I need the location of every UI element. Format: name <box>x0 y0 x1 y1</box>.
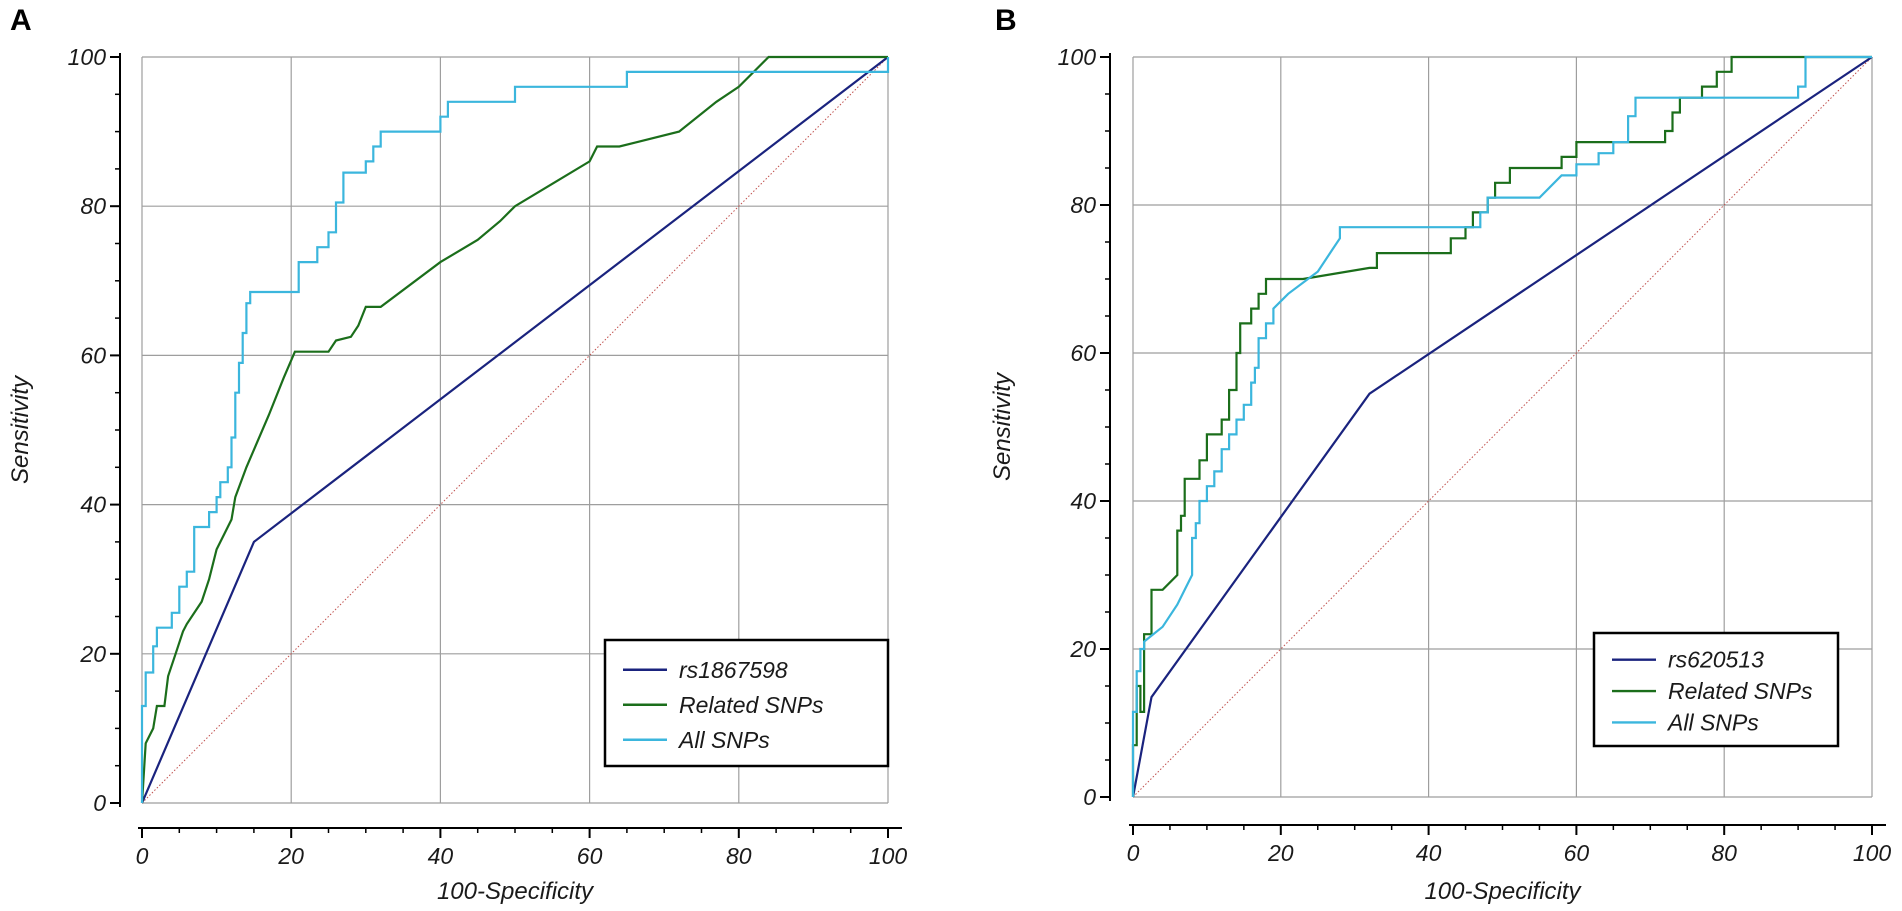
series-line-1 <box>140 56 889 804</box>
x-tick-label: 100 <box>869 843 908 869</box>
y-tick-label: 20 <box>1069 636 1096 662</box>
y-tick-label: 0 <box>93 790 106 816</box>
x-tick-label: 60 <box>1564 840 1590 866</box>
reference-diagonal <box>1132 56 1873 798</box>
y-tick-label: 40 <box>1070 488 1096 514</box>
chart-panel-a: A 0 20 40 60 80 100 0 20 40 60 80 100 100-Specificity… <box>7 4 907 905</box>
legend-box <box>1592 631 1840 748</box>
panel-label: B <box>995 4 1017 37</box>
x-tick-label: 60 <box>577 843 603 869</box>
x-tick-label: 100 <box>1853 840 1892 866</box>
chart-panel-b: B 0 20 40 60 80 100 0 20 40 60 80 100 100-Specificity… <box>989 4 1891 905</box>
legend-box <box>603 638 890 768</box>
y-tick-label: 60 <box>1070 340 1096 366</box>
series-line-3 <box>140 57 890 803</box>
y-tick-label: 20 <box>79 641 106 667</box>
y-tick-label: 80 <box>1070 192 1096 218</box>
x-tick-label: 80 <box>1711 840 1737 866</box>
legend-label-2: Related SNPs <box>679 692 824 718</box>
y-axis-label: Sensitivity <box>7 374 34 484</box>
series-line-1 <box>1131 56 1873 798</box>
x-tick-label: 20 <box>1267 840 1294 866</box>
legend-label-1: rs620513 <box>1668 647 1764 673</box>
x-tick-label: 80 <box>726 843 752 869</box>
panel-label: A <box>10 4 32 37</box>
y-tick-label: 80 <box>80 193 106 219</box>
x-tick-label: 40 <box>428 843 454 869</box>
x-tick-label: 0 <box>1127 840 1140 866</box>
x-tick-label: 20 <box>277 843 304 869</box>
legend-label-3: All SNPs <box>677 727 770 753</box>
x-axis-label: 100-Specificity <box>1424 878 1582 905</box>
series-line-2 <box>1131 55 1872 797</box>
series-line-2 <box>140 55 888 804</box>
y-axis-label: Sensitivity <box>989 371 1016 481</box>
y-tick-label: 40 <box>80 492 106 518</box>
legend-label-2: Related SNPs <box>1668 678 1813 704</box>
y-tick-label: 60 <box>80 342 106 368</box>
x-axis-label: 100-Specificity <box>437 878 595 905</box>
y-tick-label: 0 <box>1083 784 1096 810</box>
y-tick-label: 100 <box>1058 44 1097 70</box>
x-tick-label: 40 <box>1416 840 1442 866</box>
series-line-3 <box>1131 55 1872 797</box>
y-tick-label: 100 <box>68 44 107 70</box>
legend-label-3: All SNPs <box>1666 709 1759 735</box>
legend-label-1: rs1867598 <box>679 657 788 683</box>
reference-diagonal <box>141 56 889 804</box>
x-tick-label: 0 <box>136 843 149 869</box>
